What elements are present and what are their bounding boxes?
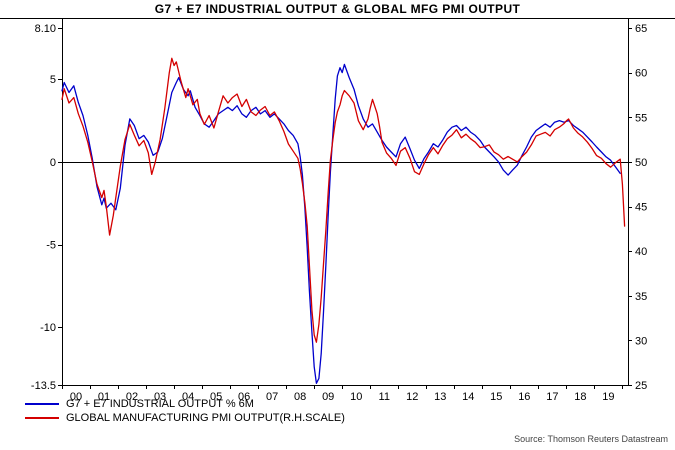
x-axis-year-label: 08 — [294, 391, 306, 403]
right-axis-tick-label: 50 — [635, 157, 647, 169]
pmi-output-line — [61, 57, 626, 343]
x-axis-year-label: 10 — [350, 391, 362, 403]
x-axis-year-label: 12 — [406, 391, 418, 403]
right-axis-tick-label: 45 — [635, 202, 647, 214]
left-axis-tick-label: -13.5 — [31, 380, 56, 392]
blue-line-swatch — [25, 403, 59, 405]
right-axis-tick-label: 60 — [635, 68, 647, 80]
x-axis-year-label: 01 — [98, 391, 110, 403]
right-axis-tick-label: 40 — [635, 246, 647, 258]
right-axis-tick-label: 30 — [635, 335, 647, 347]
industrial-output-line — [61, 63, 621, 384]
left-axis-tick-label: -5 — [46, 240, 56, 252]
x-axis-year-label: 02 — [126, 391, 138, 403]
x-axis-year-label: 03 — [154, 391, 166, 403]
right-axis-tick-label: 25 — [635, 380, 647, 392]
legend-label: G7 + E7 INDUSTRIAL OUTPUT % 6M — [66, 398, 254, 410]
x-axis-year-label: 17 — [546, 391, 558, 403]
x-axis-year-label: 11 — [379, 391, 390, 403]
chart-legend: G7 + E7 INDUSTRIAL OUTPUT % 6M GLOBAL MA… — [25, 397, 345, 425]
right-axis-tick-label: 55 — [635, 112, 647, 124]
red-line-swatch — [25, 417, 59, 419]
x-axis-year-label: 19 — [602, 391, 614, 403]
x-axis-year-label: 06 — [238, 391, 250, 403]
x-axis-year-label: 04 — [182, 391, 194, 403]
left-axis-tick-label: 8.10 — [35, 23, 56, 35]
x-axis-year-label: 00 — [70, 391, 82, 403]
x-axis-year-label: 18 — [574, 391, 586, 403]
legend-item-industrial-output: G7 + E7 INDUSTRIAL OUTPUT % 6M — [25, 397, 345, 411]
right-axis-tick-label: 35 — [635, 291, 647, 303]
chart-title: G7 + E7 INDUSTRIAL OUTPUT & GLOBAL MFG P… — [154, 2, 521, 16]
legend-label: GLOBAL MANUFACTURING PMI OUTPUT(R.H.SCAL… — [66, 412, 345, 424]
right-axis-tick-label: 65 — [635, 23, 647, 35]
x-axis-year-label: 13 — [434, 391, 446, 403]
x-axis-year-label: 09 — [322, 391, 334, 403]
source-credit: Source: Thomson Reuters Datastream — [514, 434, 668, 444]
left-axis-tick-label: 5 — [50, 74, 56, 86]
legend-item-pmi-output: GLOBAL MANUFACTURING PMI OUTPUT(R.H.SCAL… — [25, 411, 345, 425]
left-axis-tick-label: -10 — [40, 322, 56, 334]
x-axis-year-label: 07 — [266, 391, 278, 403]
x-axis-year-label: 14 — [462, 391, 474, 403]
x-axis-year-label: 16 — [518, 391, 530, 403]
left-axis-tick-label: 0 — [50, 157, 56, 169]
x-axis-year-label: 15 — [490, 391, 502, 403]
x-axis-year-label: 05 — [210, 391, 222, 403]
